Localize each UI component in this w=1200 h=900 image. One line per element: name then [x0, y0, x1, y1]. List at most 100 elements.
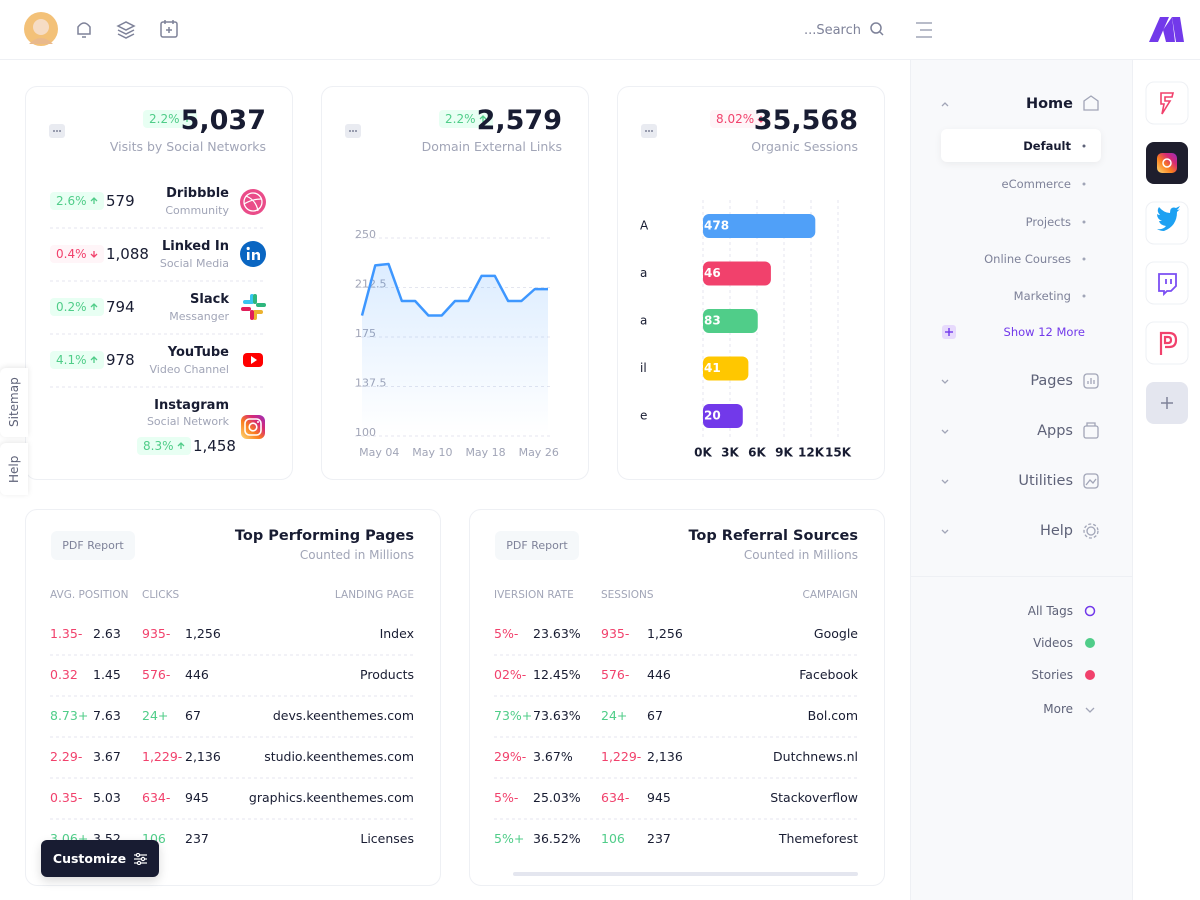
cell-value: 1,256	[647, 626, 683, 641]
badge-text: 8.3%	[143, 439, 174, 453]
search-input[interactable]: ...Search	[803, 22, 861, 38]
rail-app[interactable]	[1145, 321, 1189, 365]
badge-text: 8.02%	[716, 112, 755, 126]
show-more-link[interactable]: Show 12 More	[1003, 324, 1085, 339]
slack-icon	[241, 294, 266, 320]
rail-app[interactable]	[1145, 81, 1189, 125]
trend-arrow	[90, 197, 97, 204]
cell-change: 576-	[601, 667, 630, 682]
menu-section[interactable]: Utilities	[1018, 472, 1073, 489]
cell-value: 2,136	[185, 749, 221, 764]
category-label: a	[640, 314, 647, 328]
menu-section[interactable]: Help	[1039, 522, 1073, 539]
x-tick-label: May 18	[465, 446, 505, 459]
cell-label: Bol.com	[807, 708, 858, 723]
customize-label: Customize	[52, 851, 127, 866]
app-rail	[1132, 60, 1200, 900]
tag-link[interactable]: More	[1043, 702, 1073, 716]
trend-badge: 8.02%	[710, 110, 772, 128]
cell-value: 945	[647, 790, 671, 805]
linkedin-icon	[240, 241, 266, 267]
social-value: 1,088	[106, 245, 149, 263]
cell-change: 576-	[142, 667, 171, 682]
trend-badge: 0.2%	[50, 298, 104, 316]
category-label: a	[640, 266, 647, 280]
cell-value: 5.03	[93, 790, 121, 805]
stat-label: Organic Sessions	[751, 139, 858, 154]
social-name: YouTube	[167, 344, 229, 360]
x-tick-label: 0K	[694, 446, 712, 460]
stat-card	[25, 86, 293, 480]
menu-section[interactable]: Home	[1025, 95, 1073, 112]
badge-text: 0.4%	[56, 247, 87, 261]
cell-value: 2.63	[93, 626, 121, 641]
rail-app[interactable]	[1145, 201, 1189, 245]
notifications-icon[interactable]	[77, 22, 91, 38]
scrollbar[interactable]	[513, 872, 858, 876]
trend-arrow	[479, 115, 486, 122]
menu-item[interactable]: Marketing	[1013, 288, 1071, 303]
cell-label: graphics.keenthemes.com	[248, 790, 414, 805]
trend-arrow	[90, 303, 97, 310]
cell-change: 5%-	[494, 790, 519, 805]
trend-arrow	[177, 442, 184, 449]
customize-button[interactable]: Customize	[41, 840, 159, 877]
tag-link[interactable]: Videos	[1033, 636, 1073, 650]
menu-section[interactable]: Pages	[1030, 372, 1073, 389]
pdf-report-button[interactable]: PDF Report	[51, 531, 135, 560]
x-tick-label: May 04	[359, 446, 399, 459]
logo[interactable]	[1149, 17, 1184, 42]
trend-badge: 2.2%	[439, 110, 493, 128]
stat-value: 5,037	[180, 104, 266, 136]
cell-value: 7.63	[93, 708, 121, 723]
social-value: 579	[106, 192, 135, 210]
menu-active-item[interactable]	[941, 129, 1101, 162]
rail-app[interactable]	[1146, 142, 1188, 184]
calendar-icon[interactable]	[160, 20, 178, 38]
cell-value: 945	[185, 790, 209, 805]
pdf-report-button[interactable]: PDF Report	[495, 531, 579, 560]
x-tick-label: 6K	[748, 446, 766, 460]
x-tick-label: 12K	[798, 446, 825, 460]
category-label: e	[640, 409, 647, 423]
menu-item[interactable]: eCommerce	[1001, 176, 1072, 191]
trend-arrow	[757, 116, 765, 123]
bar-value-label: 46	[704, 266, 721, 280]
cell-change: 29%-	[494, 749, 527, 764]
table-subtitle: Counted in Millions	[743, 548, 858, 562]
rail-add[interactable]	[1146, 382, 1188, 424]
side-tab[interactable]: Help	[0, 443, 28, 495]
layers-icon[interactable]	[116, 21, 136, 39]
avatar[interactable]	[24, 12, 58, 46]
menu-chevrons[interactable]	[941, 102, 949, 534]
rail-app[interactable]	[1145, 261, 1189, 305]
cell-label: Dutchnews.nl	[773, 749, 858, 764]
menu-item[interactable]: Online Courses	[984, 251, 1071, 266]
column-header: IVERSION RATE	[494, 589, 574, 601]
menu-toggle[interactable]	[916, 22, 932, 38]
cell-change: 935-	[142, 626, 171, 641]
cell-value: 446	[647, 667, 671, 682]
youtube-icon	[243, 353, 263, 367]
tag-link[interactable]: Stories	[1031, 668, 1073, 682]
cell-value: 3.67	[93, 749, 121, 764]
cell-change: 0.32	[50, 667, 78, 682]
social-name: Dribbble	[166, 185, 229, 201]
column-header: AVG. POSITION	[50, 589, 129, 601]
cell-change: 1.35-	[50, 626, 83, 641]
cell-value: 36.52%	[533, 831, 581, 846]
side-tab[interactable]: Sitemap	[0, 368, 28, 437]
social-value: 794	[106, 298, 135, 316]
bar	[703, 404, 743, 428]
tag-link[interactable]: All Tags	[1027, 604, 1073, 618]
search-icon[interactable]	[870, 22, 884, 36]
menu-item[interactable]: Default	[1023, 138, 1071, 153]
menu-section[interactable]: Apps	[1037, 422, 1073, 439]
trend-arrow	[183, 115, 190, 122]
menu-item[interactable]: Projects	[1025, 214, 1071, 229]
cell-change: 634-	[142, 790, 171, 805]
cell-change: 1,229-	[142, 749, 183, 764]
show-more-icon[interactable]	[942, 325, 956, 339]
cell-change: 24+	[601, 708, 628, 723]
